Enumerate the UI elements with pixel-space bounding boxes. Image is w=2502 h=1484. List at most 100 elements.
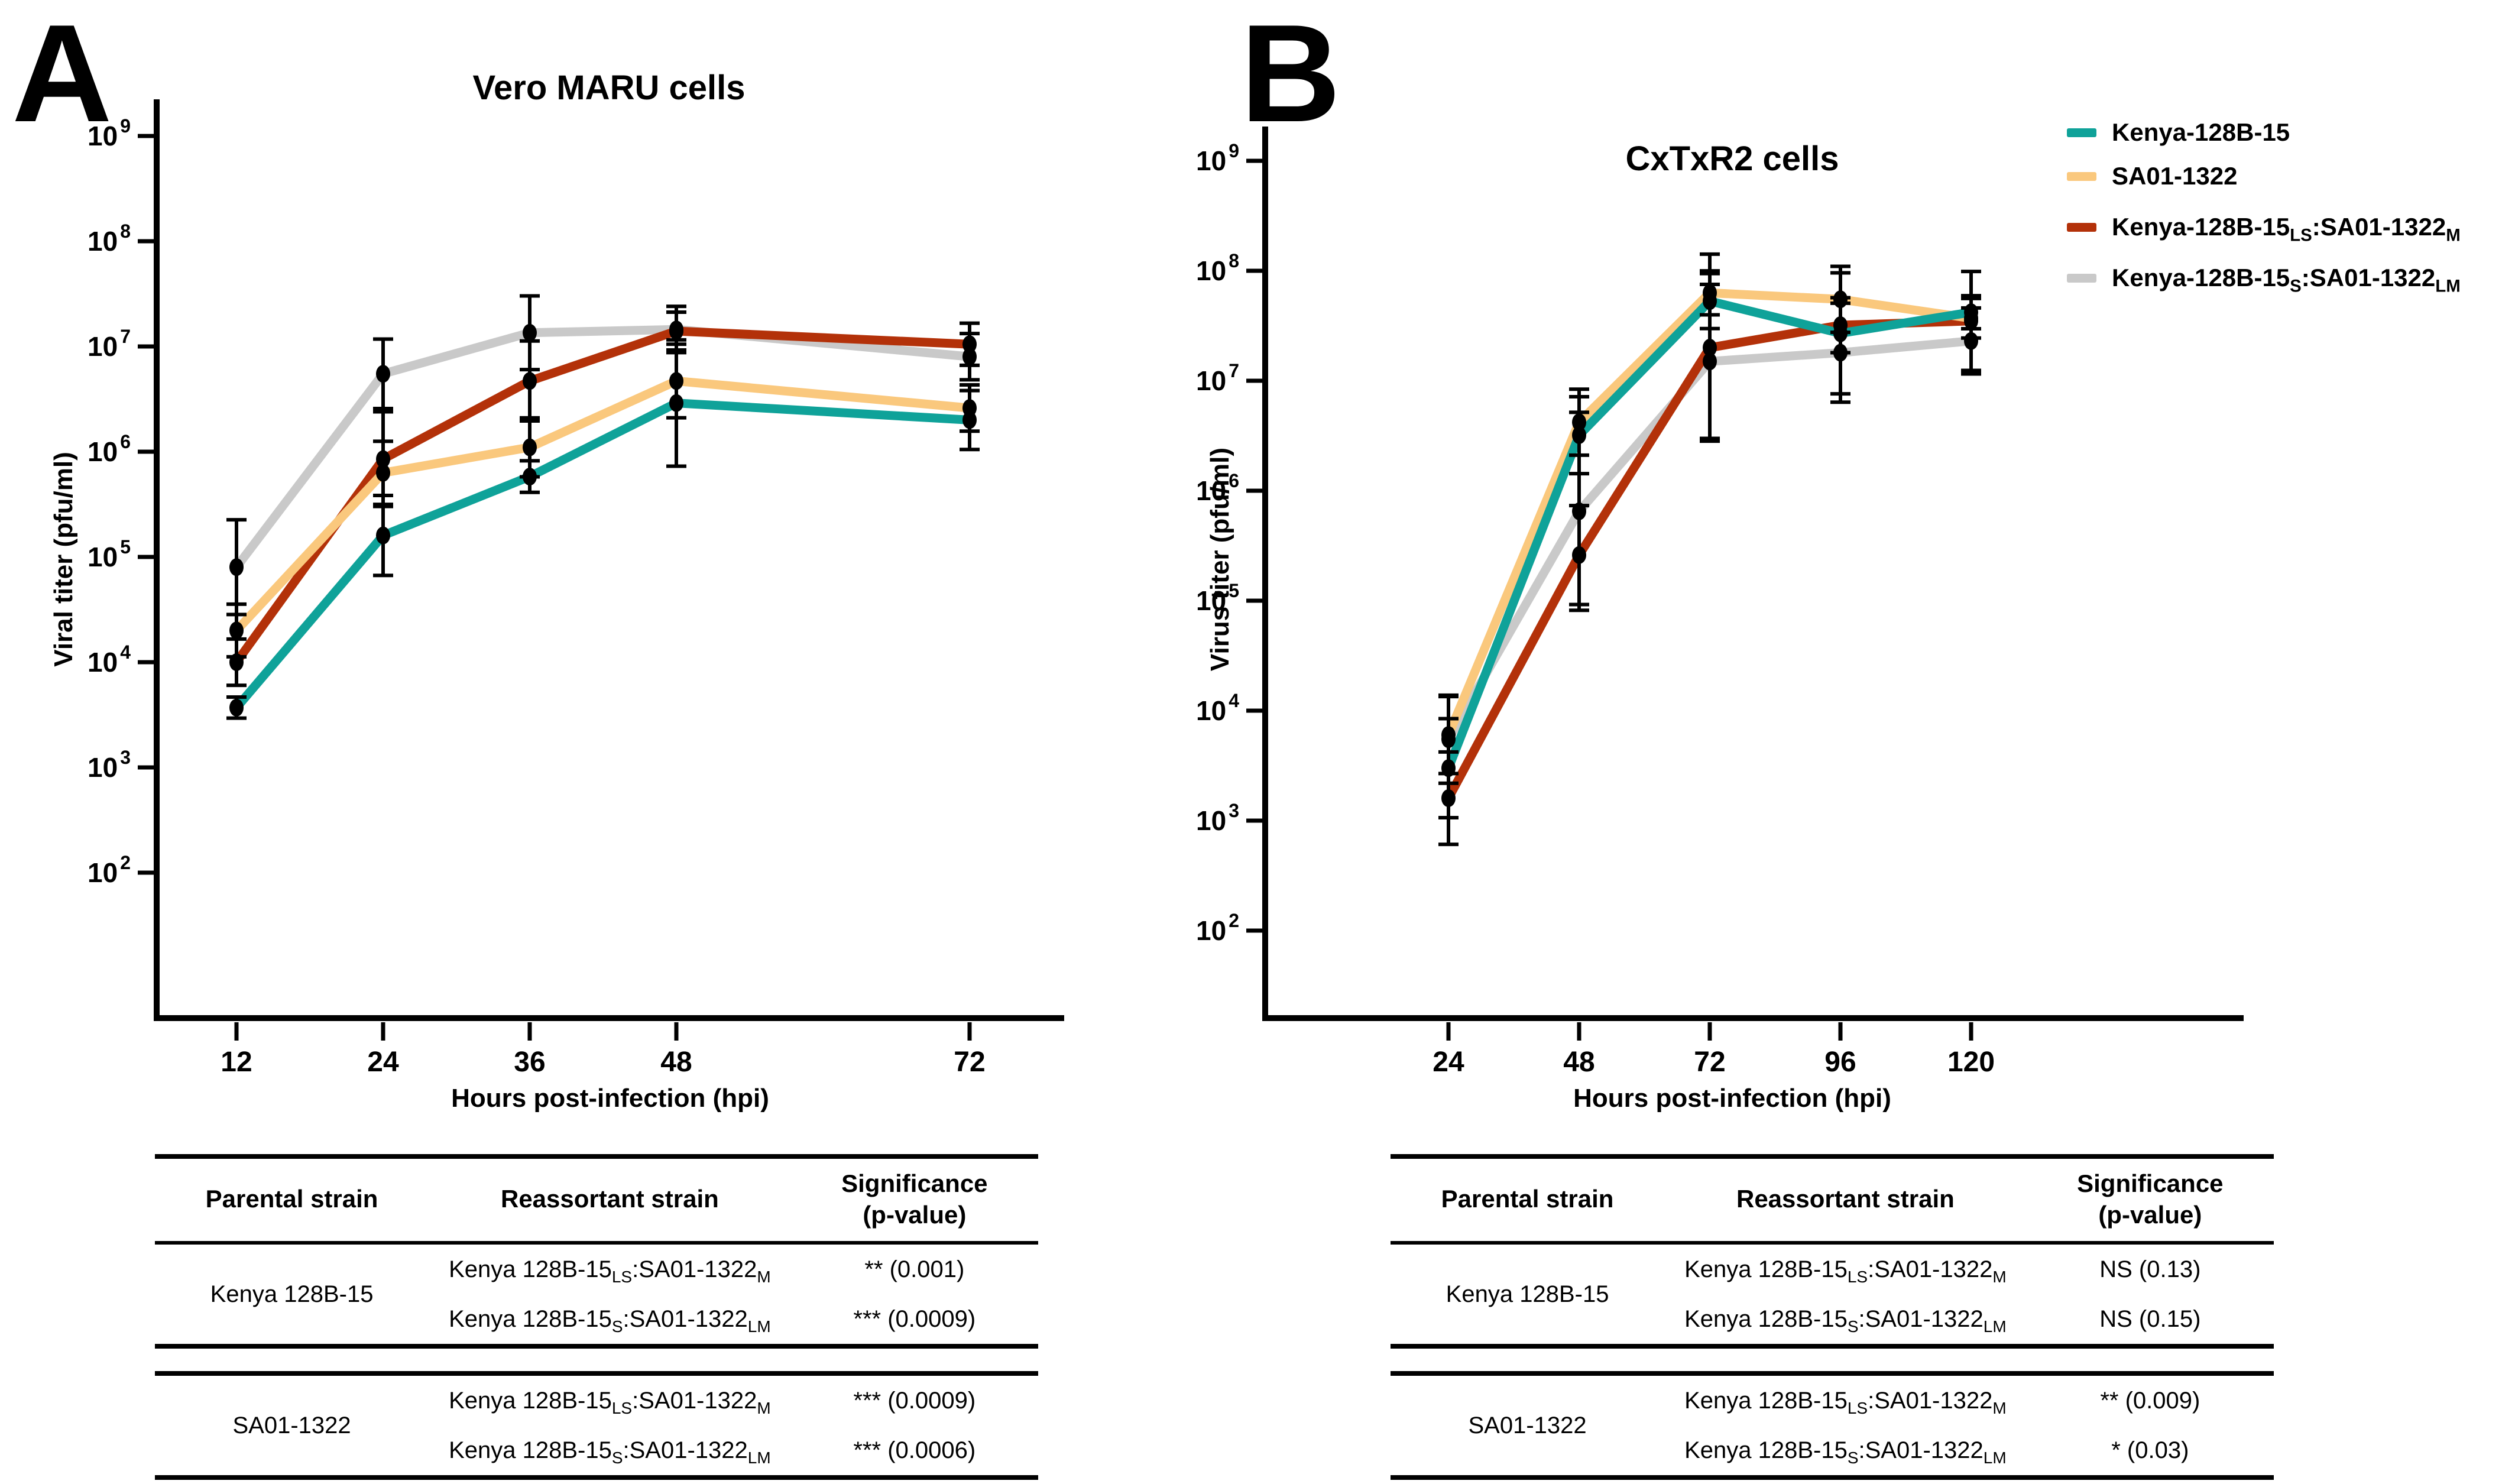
x-tick-label: 48: [1563, 1046, 1594, 1078]
data-point-marker: [229, 558, 244, 576]
text-segment: Kenya 128B-15: [449, 1306, 612, 1332]
y-tick-label: 10 9: [1196, 140, 1239, 176]
significance-table-panel-a: Parental strain Reassortant strain Signifi…: [155, 1154, 1038, 1480]
x-tick-label: 12: [221, 1046, 252, 1078]
legend-label: Kenya-128B-15: [2112, 118, 2290, 146]
y-tick-label: 10 5: [87, 536, 131, 572]
legend-item: Kenya-128B-15LS:SA01-1322M: [2067, 213, 2461, 244]
axes: [154, 99, 1064, 1021]
significance-value-cell: *** (0.0009): [853, 1306, 976, 1332]
reassortant-strain-cell: Kenya 128B-15LS:SA01-1322M: [429, 1243, 791, 1294]
y-tick-label: 10 7: [1196, 360, 1239, 396]
data-point-marker: [1441, 759, 1456, 777]
legend-color-swatch-red: [2067, 222, 2096, 232]
text-segment: Kenya-128B-15: [2112, 264, 2290, 291]
table-group-spacer: [155, 1346, 1038, 1373]
series-line-teal: [233, 398, 970, 711]
reassortant-strain-cell: Kenya 128B-15LS:SA01-1322M: [1664, 1243, 2027, 1294]
subscript-text: S: [1847, 1317, 1859, 1336]
data-point-marker: [376, 365, 390, 383]
subscript-text: LM: [747, 1317, 771, 1336]
x-tick-label: 36: [514, 1046, 545, 1078]
subscript-text: S: [2290, 276, 2302, 296]
text-segment: :SA01-1322: [623, 1437, 748, 1463]
x-axis-ticks: 24 48 72 96 120: [1433, 1022, 1995, 1078]
significance-value-cell: *** (0.0009): [853, 1388, 976, 1414]
text-segment: Kenya 128B-15: [449, 1388, 612, 1414]
y-tick-label: 10 2: [1196, 910, 1239, 946]
table-group: SA01-1322 Kenya 128B-15LS:SA01-1322M ** (0…: [1391, 1373, 2274, 1477]
table-group: Kenya 128B-15 Kenya 128B-15LS:SA01-1322M N…: [1391, 1243, 2274, 1346]
series-points-teal: [226, 338, 980, 720]
legend-label: Kenya-128B-15LS:SA01-1322M: [2112, 213, 2461, 244]
y-tick-label: 10 4: [87, 641, 131, 678]
text-segment: :SA01-1322: [623, 1306, 748, 1332]
data-point-marker: [962, 411, 977, 429]
significance-value-cell: NS (0.13): [2099, 1256, 2201, 1282]
parental-strain-cell: SA01-1322: [1468, 1412, 1587, 1438]
text-segment: :SA01-1322: [2301, 264, 2436, 291]
x-tick-label: 24: [1433, 1046, 1464, 1078]
y-tick-label: 10 4: [1196, 690, 1239, 726]
y-axis-title: Viral titer (pfu/ml): [49, 452, 78, 666]
reassortant-strain-header: Reassortant strain: [1736, 1185, 1955, 1213]
data-point-marker: [1964, 303, 1978, 322]
y-axis-title: Virus titer (pfu/ml): [1205, 448, 1234, 671]
subscript-text: LS: [611, 1399, 633, 1417]
table-row: SA01-1322 Kenya 128B-15LS:SA01-1322M *** (…: [155, 1373, 1038, 1438]
y-tick-label: 10 7: [87, 326, 131, 362]
legend-item: Kenya-128B-15: [2067, 118, 2290, 146]
series-line-red: [232, 326, 970, 665]
legend-item: SA01-1322: [2067, 162, 2237, 190]
text-segment: Kenya 128B-15: [1684, 1256, 1848, 1282]
x-axis-title: Hours post-infection (hpi): [451, 1084, 769, 1113]
x-tick-label: 48: [660, 1046, 692, 1078]
axes: [1262, 127, 2244, 1021]
panel-b-label: B: [1240, 0, 1341, 151]
table-row: Kenya 128B-15 Kenya 128B-15LS:SA01-1322M *…: [155, 1243, 1038, 1307]
reassortant-strain-cell: Kenya 128B-15LS:SA01-1322M: [429, 1373, 791, 1425]
legend-color-swatch-gray: [2067, 273, 2096, 283]
panel-a-label: A: [12, 0, 112, 151]
reassortant-strain-cell: Kenya 128B-15LS:SA01-1322M: [1664, 1373, 2027, 1425]
data-point-marker: [376, 464, 390, 482]
text-segment: Kenya 128B-15: [449, 1256, 612, 1282]
data-point-marker: [523, 468, 537, 486]
significance-value-cell: * (0.03): [2111, 1437, 2189, 1463]
data-point-marker: [229, 698, 244, 717]
subscript-text: LM: [747, 1449, 771, 1467]
data-point-marker: [1833, 324, 1848, 342]
subscript-text: M: [1992, 1268, 2007, 1286]
subscript-text: M: [2446, 225, 2461, 245]
y-tick-label: 10 8: [87, 221, 131, 257]
text-segment: Kenya-128B-15: [2112, 213, 2290, 241]
y-tick-label: 10 9: [87, 115, 131, 151]
x-axis-ticks: 12 24 36 48 72: [221, 1022, 986, 1078]
parental-strain-header: Parental strain: [205, 1185, 378, 1213]
data-point-marker: [669, 394, 683, 412]
table-row: Kenya 128B-15S:SA01-1322LM * (0.03): [1391, 1425, 2274, 1477]
text-segment: Kenya-128B-15: [2112, 118, 2290, 146]
table-group-spacer: [1391, 1346, 2274, 1373]
data-point-marker: [1703, 339, 1717, 357]
significance-value-cell: ** (0.009): [2100, 1388, 2200, 1414]
y-tick-label: 10 8: [1196, 250, 1239, 286]
significance-header: Significance (p-value): [791, 1156, 1038, 1243]
significance-value-cell: *** (0.0006): [853, 1437, 976, 1463]
series-line-gray: [233, 325, 970, 570]
legend-label: Kenya-128B-15S:SA01-1322LM: [2112, 264, 2461, 294]
x-axis-title: Hours post-infection (hpi): [1573, 1084, 1891, 1113]
text-segment: :SA01-1322: [1868, 1256, 1993, 1282]
significance-header: Significance (p-value): [2027, 1156, 2274, 1243]
y-tick-label: 10 5: [1196, 580, 1239, 616]
table-group: Kenya 128B-15 Kenya 128B-15LS:SA01-1322M *…: [155, 1243, 1038, 1346]
subscript-text: M: [757, 1399, 771, 1417]
x-tick-label: 72: [954, 1046, 985, 1078]
header-line: (p-value): [863, 1200, 967, 1229]
text-segment: :SA01-1322: [632, 1256, 757, 1282]
